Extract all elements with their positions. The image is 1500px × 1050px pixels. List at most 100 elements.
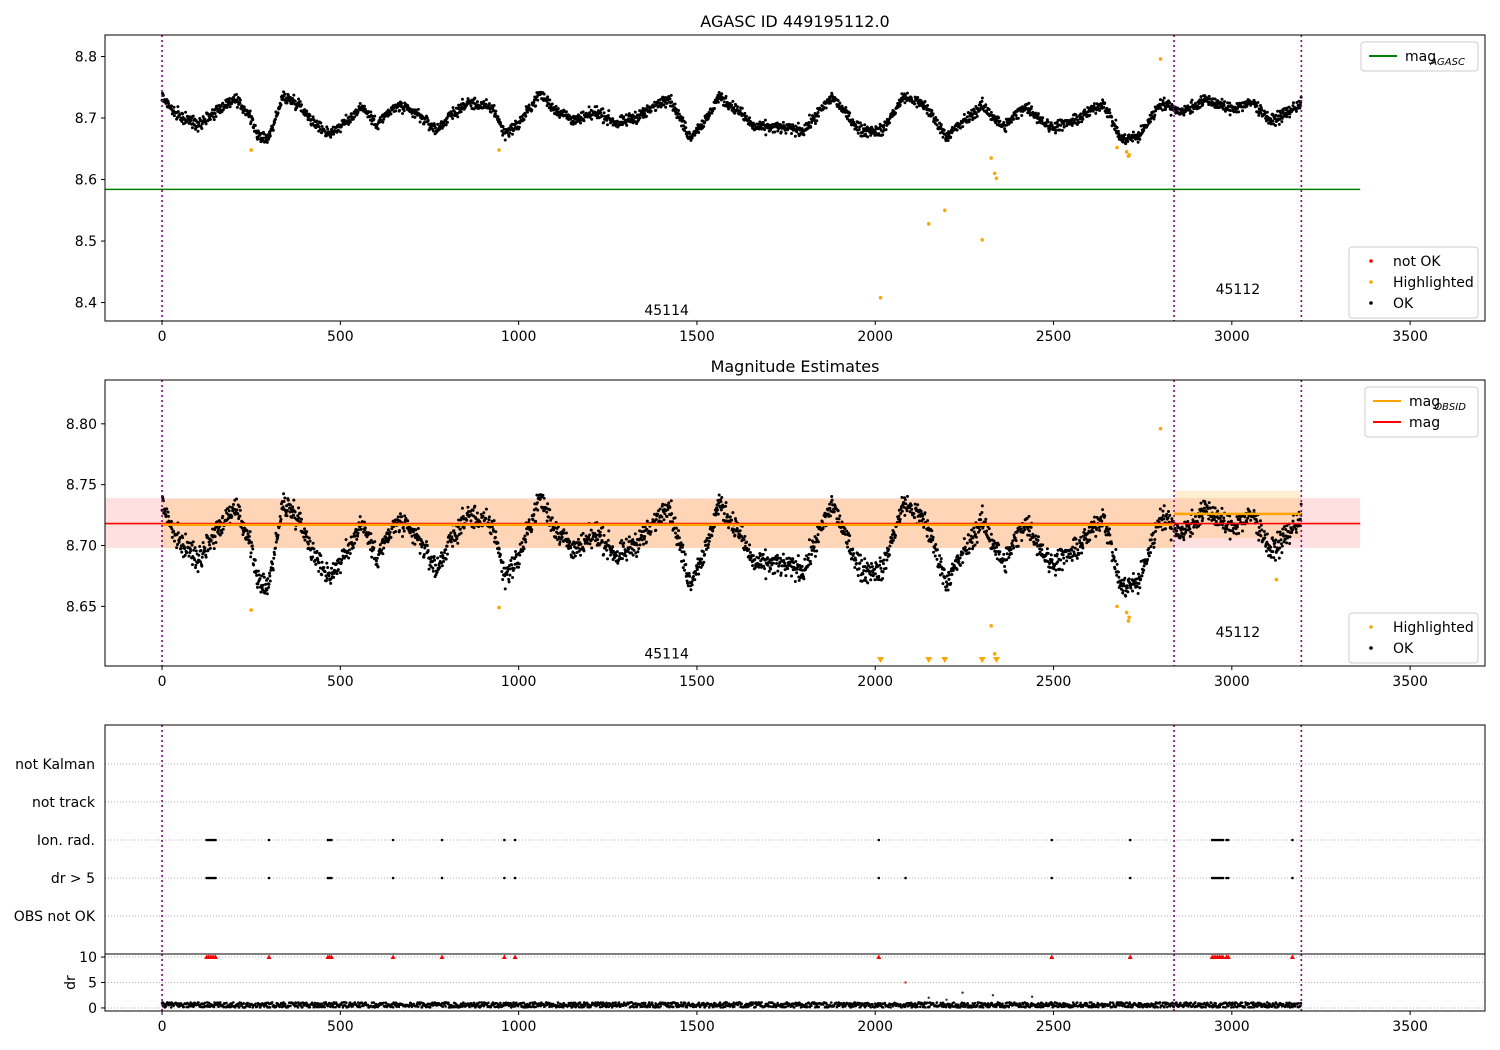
panel-1-ok-point	[1009, 548, 1013, 552]
panel-1-ok-point	[604, 545, 608, 549]
panel-1-ok-point	[279, 517, 283, 521]
panel-1-ok-point	[282, 499, 286, 503]
panel-1-ok-point	[679, 541, 683, 545]
panel-0-ok-point	[501, 125, 505, 129]
panel-1-ok-point	[955, 567, 959, 571]
panel-0-ok-point	[276, 111, 280, 115]
panel-1-ok-point	[196, 570, 200, 574]
panel-0-ok-point	[587, 105, 591, 109]
panel-1-ok-point	[798, 563, 802, 567]
panel-1-ok-point	[588, 533, 592, 537]
panel-0-ok-point	[511, 132, 515, 136]
panel-0-ok-point	[238, 98, 242, 102]
panel-0-ok-point	[300, 103, 304, 107]
panel-0-xtick-label: 0	[158, 329, 167, 345]
panel-0-ok-point	[946, 136, 950, 140]
panel-1-ok-point	[934, 543, 938, 547]
panel-1-ok-point	[373, 540, 377, 544]
panel-0-ok-point	[763, 118, 767, 122]
panel-0-ok-point	[1169, 107, 1173, 111]
panel-0-ok-point	[641, 107, 645, 111]
panel-0-ok-point	[684, 126, 688, 130]
panel-1-ok-point	[606, 557, 610, 561]
panel-0-ok-point	[1229, 108, 1233, 112]
panel-0-ytick-label: 8.5	[75, 234, 97, 250]
panel-1-ok-point	[1081, 546, 1085, 550]
panel-0-ok-point	[1260, 108, 1264, 112]
panel-1-ok-point	[170, 527, 174, 531]
panel-0-ok-point	[807, 121, 811, 125]
panel-1-ok-point	[270, 562, 274, 566]
panel-0-ok-point	[1046, 120, 1050, 124]
panel-1-ok-point	[913, 515, 917, 519]
panel-0-ok-point	[930, 109, 934, 113]
panel-0-ok-point	[745, 114, 749, 118]
panel-1-ok-point	[967, 551, 971, 555]
panel-1-ok-point	[465, 518, 469, 522]
panel-1-ok-point	[1092, 515, 1096, 519]
panel-1-ok-point	[332, 571, 336, 575]
panel-1-ok-point	[1012, 546, 1016, 550]
panel-0-ok-point	[230, 101, 234, 105]
panel-1-ok-point	[687, 571, 691, 575]
panel-1-ok-point	[779, 571, 783, 575]
panel-1-ok-point	[320, 560, 324, 564]
panel-0-ok-point	[473, 96, 477, 100]
panel-1-ok-point	[264, 582, 268, 586]
panel-0-ok-point	[769, 128, 773, 132]
panel-0-ok-point	[1016, 116, 1020, 120]
panel-0-ok-point	[776, 122, 780, 126]
panel-1-ok-point	[438, 566, 442, 570]
panel-1-ok-point	[715, 508, 719, 512]
panel-1-ok-point	[877, 574, 881, 578]
panel-1-ok-point	[294, 527, 298, 531]
panel-1-ok-point	[627, 535, 631, 539]
panel-1-ok-point	[1126, 590, 1130, 594]
panel-1-ok-point	[221, 527, 225, 531]
panel-1-ok-point	[1115, 573, 1119, 577]
panel-0-ok-point	[494, 109, 498, 113]
panel-0-ok-point	[905, 91, 909, 95]
panel-1-ok-point	[216, 529, 220, 533]
panel-0-highlighted-point	[989, 156, 993, 160]
panel-1-ok-point	[445, 552, 449, 556]
panel-1-ok-point	[762, 564, 766, 568]
panel-1-ok-point	[719, 500, 723, 504]
panel-0-ok-point	[644, 114, 648, 118]
panel-1-ok-point	[235, 508, 239, 512]
panel-0-ok-point	[426, 119, 430, 123]
panel-0-xtick-label: 3000	[1214, 329, 1250, 345]
panel-0-ok-point	[1091, 109, 1095, 113]
panel-0-ok-point	[562, 110, 566, 114]
panel-0-ok-point	[373, 114, 377, 118]
panel-1-ok-point	[300, 517, 304, 521]
panel-1-ok-point	[558, 542, 562, 546]
panel-1-ok-point	[570, 542, 574, 546]
panel-0-bottom-legend-label: OK	[1393, 296, 1414, 312]
panel-1-ok-point	[909, 503, 913, 507]
panel-1-ok-point	[204, 555, 208, 559]
panel-1-ok-point	[250, 544, 254, 548]
panel-1-ok-point	[661, 502, 665, 506]
panel-1-ok-point	[984, 517, 988, 521]
panel-1-ok-point	[703, 552, 707, 556]
panel-0-ok-point	[1059, 123, 1063, 127]
panel-0-ok-point	[392, 106, 396, 110]
panel-1-ok-point	[686, 584, 690, 588]
panel-0-ok-point	[893, 111, 897, 115]
panel-1-ok-point	[449, 531, 453, 535]
panel-0-ok-point	[1026, 111, 1030, 115]
panel-0-ok-point	[631, 121, 635, 125]
panel-1-ok-point	[462, 526, 466, 530]
panel-1-ok-point	[340, 558, 344, 562]
panel-0-ok-point	[1163, 108, 1167, 112]
panel-1-ok-point	[694, 572, 698, 576]
panel-0-ok-point	[1094, 111, 1098, 115]
panel-0-ok-point	[846, 117, 850, 121]
panel-0-ok-point	[1041, 116, 1045, 120]
panel-0-ok-point	[882, 123, 886, 127]
panel-0-ok-point	[813, 119, 817, 123]
panel-0-ok-point	[438, 127, 442, 131]
panel-1-ok-point	[508, 567, 512, 571]
panel-1-ok-point	[246, 532, 250, 536]
